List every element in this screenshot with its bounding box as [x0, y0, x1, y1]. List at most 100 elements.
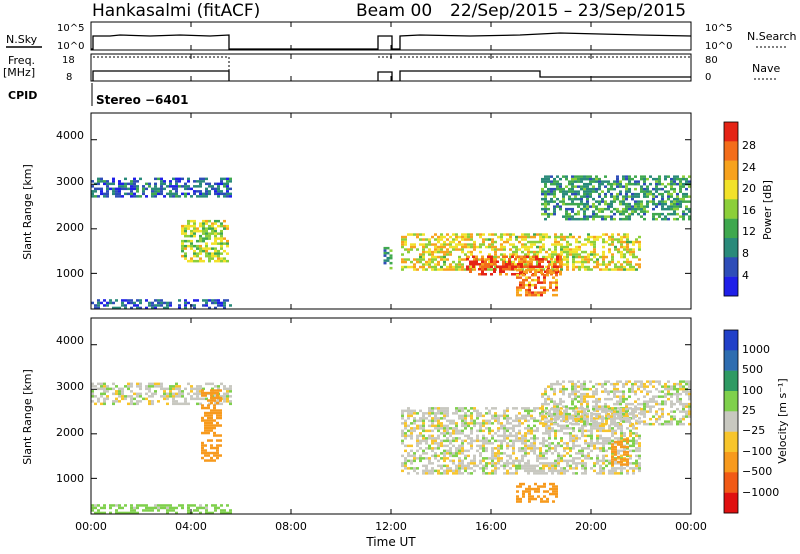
power-cell — [670, 205, 673, 208]
power-cell — [449, 268, 452, 271]
power-cell — [637, 182, 640, 186]
power-cell — [470, 250, 473, 254]
velocity-cell — [595, 397, 598, 401]
velocity-cell — [467, 409, 470, 413]
power-cell — [491, 233, 494, 236]
velocity-cell — [524, 437, 527, 440]
power-cell — [437, 235, 440, 239]
velocity-cell — [528, 497, 531, 501]
velocity-cell — [655, 410, 658, 413]
power-cell — [607, 190, 610, 193]
power-cell — [601, 190, 604, 193]
velocity-cell — [100, 511, 103, 515]
velocity-cell — [531, 495, 534, 498]
power-cell — [383, 254, 387, 257]
power-cell — [555, 278, 558, 282]
power-cell — [652, 197, 655, 201]
velocity-cell — [213, 431, 216, 435]
velocity-cell — [207, 451, 210, 455]
power-cell — [100, 190, 103, 193]
velocity-cell — [596, 427, 599, 430]
power-cell — [211, 187, 214, 191]
power-cell — [661, 212, 664, 216]
velocity-cell — [626, 417, 629, 420]
power-cell — [556, 185, 559, 188]
power-cell — [148, 301, 151, 305]
velocity-cell — [577, 422, 580, 426]
power-cell — [580, 217, 583, 221]
power-cell — [151, 306, 154, 310]
velocity-cell — [440, 442, 443, 445]
power-cell — [481, 265, 484, 268]
power-cell — [127, 301, 130, 305]
velocity-cell — [446, 407, 449, 410]
velocity-cell — [527, 447, 530, 450]
power-cell — [136, 304, 139, 307]
power-cell — [537, 281, 540, 284]
velocity-cell — [201, 449, 204, 452]
power-cell — [428, 248, 431, 251]
power-cell — [536, 233, 539, 236]
velocity-cell — [617, 455, 620, 459]
velocity-cell — [569, 434, 572, 438]
power-cell — [586, 202, 589, 206]
velocity-cell — [649, 405, 652, 408]
power-cell — [503, 253, 506, 256]
velocity-cell — [566, 462, 569, 465]
velocity-cell — [491, 437, 494, 440]
velocity-cell — [458, 444, 461, 448]
velocity-cell — [599, 422, 602, 425]
velocity-cell — [554, 434, 557, 438]
velocity-cell — [458, 409, 461, 413]
velocity-cell — [461, 424, 464, 428]
velocity-cell — [562, 390, 565, 393]
power-cell — [640, 210, 643, 213]
velocity-cell — [213, 426, 216, 430]
velocity-cell — [437, 464, 440, 468]
power-cell — [205, 195, 208, 198]
velocity-cell — [130, 511, 133, 515]
power-cell — [181, 232, 184, 235]
velocity-cell — [638, 469, 641, 473]
power-cell — [446, 268, 449, 271]
power-cell — [580, 202, 583, 206]
power-cell — [205, 242, 208, 245]
power-cell — [563, 263, 566, 266]
velocity-cell — [620, 472, 623, 475]
power-cell — [184, 192, 187, 196]
velocity-cell — [688, 392, 691, 396]
velocity-cell — [629, 444, 632, 448]
velocity-cell — [599, 437, 602, 440]
velocity-cell — [196, 395, 199, 398]
velocity-cell — [419, 432, 422, 435]
power-cell — [638, 243, 641, 246]
velocity-cell — [566, 432, 569, 435]
power-cell — [529, 265, 532, 268]
velocity-cell — [440, 464, 443, 468]
velocity-cell — [602, 427, 605, 430]
power-ytick: 4000 — [56, 129, 84, 142]
power-cell — [494, 245, 497, 249]
power-cell — [536, 250, 539, 254]
velocity-cell — [545, 472, 548, 475]
power-cell — [670, 195, 673, 198]
power-cell — [410, 248, 413, 251]
velocity-cell — [646, 392, 649, 396]
velocity-cell — [682, 380, 685, 383]
power-cell — [449, 263, 452, 266]
velocity-cell — [545, 417, 548, 420]
velocity-cell — [91, 400, 94, 403]
power-cell — [458, 265, 461, 269]
power-cell — [130, 301, 133, 305]
power-cell — [589, 205, 592, 208]
velocity-cell — [518, 419, 521, 423]
velocity-cell — [446, 449, 449, 453]
velocity-cell — [551, 429, 554, 433]
velocity-cell — [204, 431, 207, 435]
velocity-cell — [190, 504, 193, 507]
power-cell — [425, 243, 428, 246]
power-cell — [539, 240, 542, 244]
power-cell — [455, 233, 458, 236]
power-cell — [487, 263, 490, 266]
velocity-cell — [629, 454, 632, 458]
